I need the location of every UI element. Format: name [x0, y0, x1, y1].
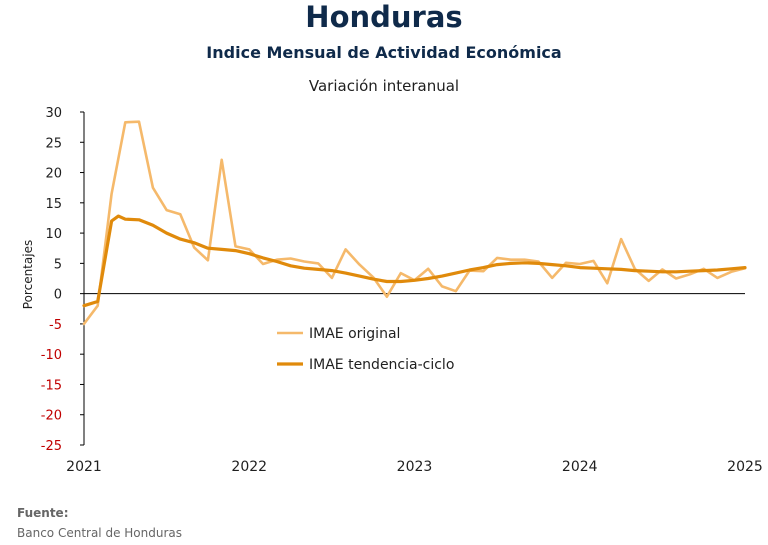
y-axis-label: Porcentajes	[21, 240, 35, 309]
legend-label: IMAE original	[309, 326, 400, 342]
y-tick-label: 15	[45, 197, 62, 212]
chart-title: Honduras	[305, 0, 463, 34]
y-tick-label: 25	[45, 136, 62, 151]
y-tick-label: -20	[41, 409, 62, 424]
axes-group: 30 25 20 15 10 5 0 -5 -10 -15 -20 -25 2021 2022 2023 20…	[21, 106, 763, 475]
x-tick-label: 2021	[66, 459, 102, 475]
y-tick-label: 5	[54, 257, 62, 272]
y-tick-label: -5	[49, 318, 62, 333]
y-tick-label: 0	[54, 288, 62, 303]
chart-subsubtitle: Variación interanual	[308, 77, 460, 95]
x-tick-label: 2025	[727, 459, 763, 475]
y-tick-label: 20	[45, 167, 62, 182]
series-group	[82, 120, 747, 326]
source-text: Banco Central de Honduras	[17, 526, 182, 540]
x-tick-label: 2023	[397, 459, 433, 475]
y-tick-label: -10	[41, 348, 62, 363]
source-label: Fuente:	[17, 506, 69, 520]
x-tick-label: 2022	[231, 459, 267, 475]
legend-label: IMAE tendencia-ciclo	[309, 357, 454, 373]
chart-subtitle: Indice Mensual de Actividad Económica	[206, 43, 562, 62]
y-tick-label: -15	[41, 378, 62, 393]
x-tick-label: 2024	[562, 459, 598, 475]
y-tick-label: 10	[45, 227, 62, 242]
legend-group: IMAE original IMAE tendencia-ciclo	[277, 326, 454, 373]
y-tick-label: -25	[41, 439, 62, 454]
series-imae-tendencia-line	[82, 214, 747, 308]
y-tick-label: 30	[45, 106, 62, 121]
